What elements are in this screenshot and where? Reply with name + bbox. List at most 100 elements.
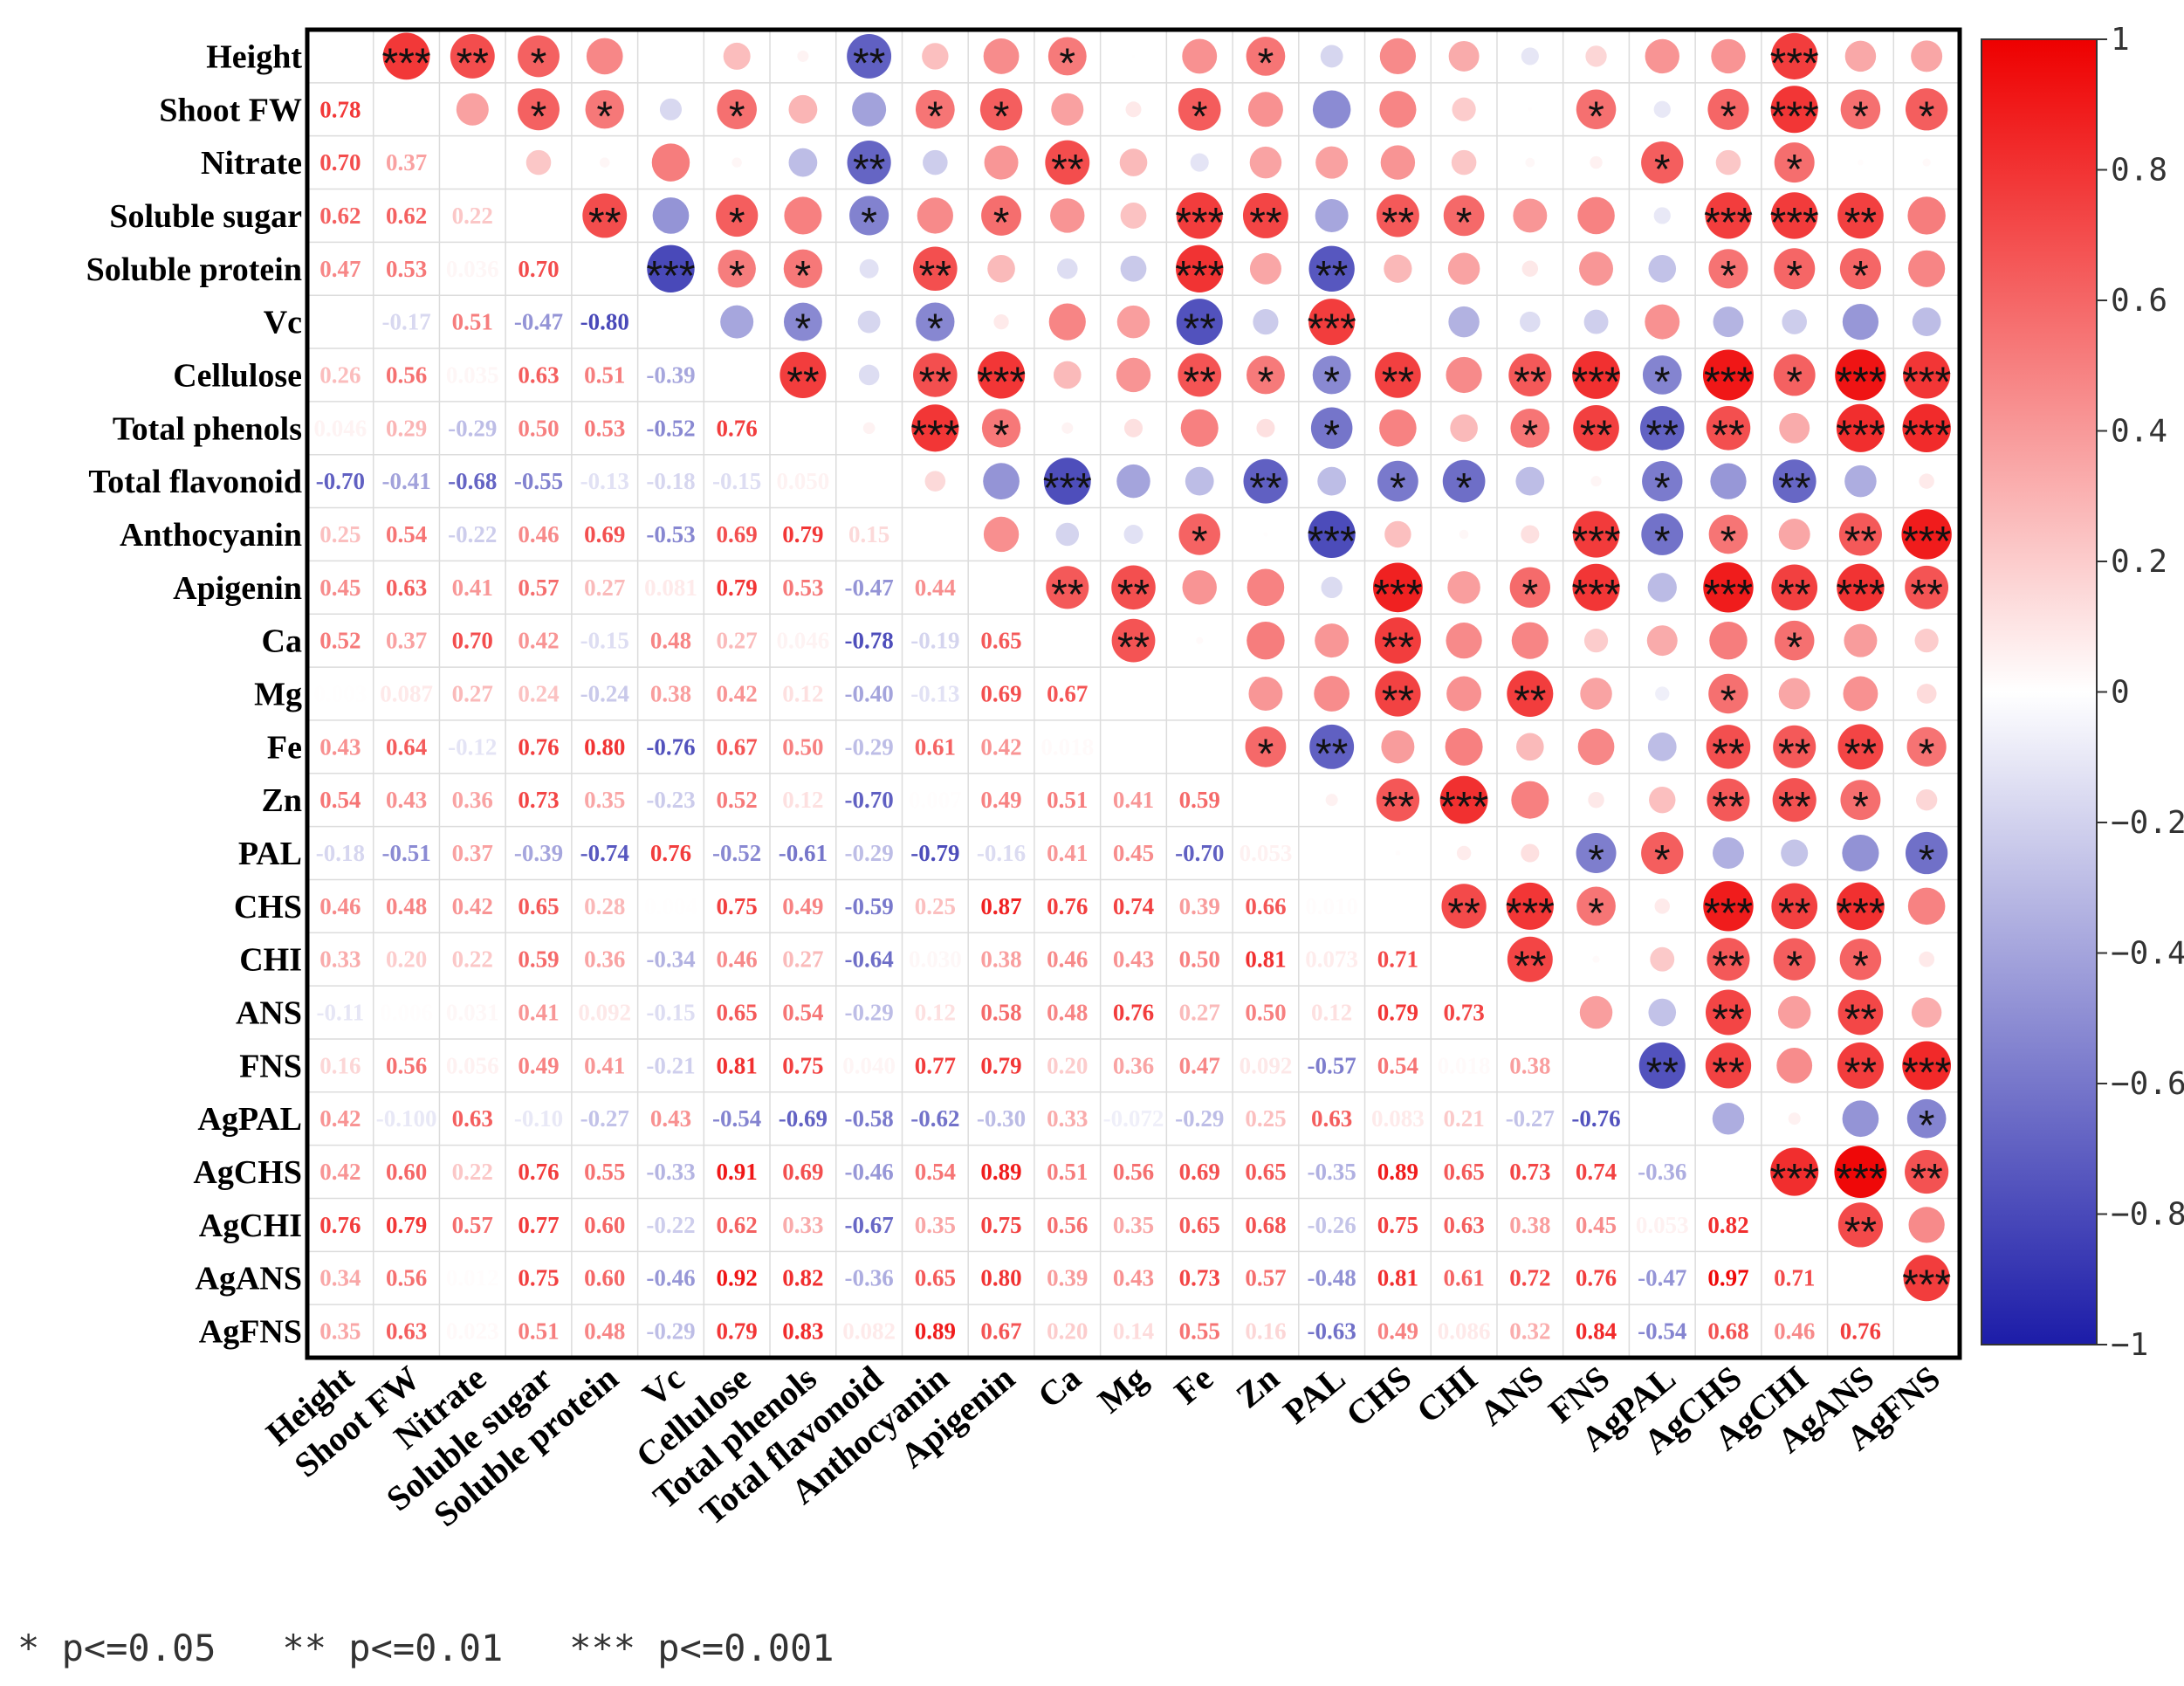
coef-agchs-fe: 0.69 [1179, 1159, 1220, 1185]
corr-circle-agchi-agans [1837, 1202, 1884, 1248]
sig-stars-soluble-sugar-agchs: *** [1704, 200, 1753, 246]
corr-circle-fe-ans [1516, 733, 1544, 761]
coef-agans-vc: -0.46 [646, 1265, 695, 1291]
coef-agpal-fe: -0.29 [1175, 1105, 1224, 1132]
coef-apigenin-nitrate: 0.41 [452, 575, 493, 601]
corr-circle-fe-zn [1245, 726, 1287, 767]
coef-apigenin-height: 0.45 [319, 575, 361, 601]
coef-chi-vc: -0.34 [646, 946, 695, 973]
corr-circle-anthocyanin-zn [1263, 532, 1268, 537]
coef-pal-ca: 0.41 [1047, 840, 1088, 866]
corr-circle-total-flavonoid-agfns [1919, 473, 1934, 489]
corr-circle-agchi-agfns [1908, 1207, 1945, 1243]
sig-stars-total-phenols-agpal: ** [1646, 412, 1679, 458]
sig-stars-apigenin-fns: *** [1572, 572, 1621, 618]
corr-circle-shoot-fw-agans [1840, 89, 1881, 130]
corr-circle-apigenin-fe [1182, 570, 1217, 605]
row-label-ca: Ca [262, 623, 302, 660]
coef-fns-ans: 0.38 [1509, 1052, 1550, 1078]
coef-fns-pal: -0.57 [1308, 1052, 1356, 1078]
sig-stars-cellulose-agfns: *** [1902, 359, 1951, 405]
corr-circle-apigenin-fns [1572, 563, 1620, 611]
coef-apigenin-anthocyanin: 0.44 [915, 575, 956, 601]
corr-circle-anthocyanin-apigenin [983, 516, 1020, 553]
coef-agans-zn: 0.57 [1245, 1265, 1286, 1291]
coef-agchi-fns: 0.45 [1576, 1212, 1617, 1238]
sig-stars-soluble-sugar-cellulose: * [729, 200, 745, 246]
corr-circle-mg-agans [1843, 676, 1878, 712]
corr-circle-ca-mg [1111, 618, 1156, 663]
coef-agchs-vc: -0.33 [646, 1159, 695, 1185]
coef-vc-soluble-protein: -0.80 [580, 309, 629, 335]
sig-stars-vc-total-phenols: * [795, 306, 812, 353]
coef-chs-anthocyanin: 0.25 [915, 893, 956, 919]
sig-stars-chs-agans: *** [1836, 891, 1885, 937]
sig-stars-cellulose-fns: *** [1572, 359, 1621, 405]
coef-chs-mg: 0.74 [1113, 893, 1154, 919]
corr-circle-fns-agpal [1638, 1042, 1686, 1089]
corr-circle-total-phenols-zn [1256, 418, 1275, 437]
coef-agchs-ca: 0.51 [1047, 1159, 1088, 1185]
corr-circle-total-phenols-fns [1573, 404, 1619, 451]
coef-chi-pal: 0.073 [1305, 946, 1358, 973]
corr-circle-apigenin-ca [1046, 566, 1089, 609]
coef-ca-height: 0.52 [319, 628, 361, 654]
corr-circle-apigenin-ans [1509, 567, 1550, 608]
corr-circle-soluble-sugar-pal [1315, 198, 1349, 232]
coef-cellulose-soluble-protein: 0.51 [584, 361, 625, 388]
corr-circle-cellulose-agchs [1702, 349, 1754, 401]
corr-circle-zn-agans [1840, 780, 1881, 821]
corr-circle-soluble-protein-mg [1120, 255, 1147, 282]
sig-stars-zn-chi: *** [1439, 784, 1488, 830]
sig-stars-cellulose-fe: ** [1184, 359, 1216, 405]
sig-stars-soluble-protein-total-phenols: * [795, 253, 812, 299]
corr-circle-shoot-fw-agchs [1707, 88, 1749, 130]
corr-circle-chs-agans [1837, 882, 1885, 931]
coef-zn-total-phenols: 0.12 [782, 787, 823, 813]
corr-circle-soluble-sugar-agchi [1771, 192, 1818, 239]
corr-circle-vc-total-phenols [783, 302, 822, 341]
corr-circle-total-phenols-anthocyanin [911, 404, 959, 452]
row-label-fns: FNS [239, 1048, 302, 1084]
corr-circle-height-agchs [1711, 38, 1746, 74]
coef-fns-vc: -0.21 [646, 1052, 695, 1078]
coef-pal-height: -0.18 [316, 840, 365, 866]
corr-circle-vc-agchs [1713, 306, 1744, 338]
coef-agchs-height: 0.42 [319, 1159, 361, 1185]
corr-circle-apigenin-agpal [1647, 573, 1677, 602]
sig-stars-fe-pal: ** [1315, 731, 1348, 777]
corr-circle-anthocyanin-agchi [1778, 518, 1810, 550]
coef-chi-zn: 0.81 [1245, 946, 1286, 973]
corr-circle-soluble-sugar-vc [652, 197, 690, 234]
coef-ca-cellulose: 0.27 [717, 628, 758, 654]
corr-circle-height-chi [1448, 40, 1480, 72]
sig-stars-vc-pal: *** [1308, 306, 1356, 353]
sig-stars-total-flavonoid-ca: *** [1043, 465, 1092, 512]
sig-stars-cellulose-pal: * [1323, 359, 1340, 405]
coef-shoot-fw-height: 0.78 [319, 96, 361, 122]
coef-mg-cellulose: 0.42 [717, 681, 758, 707]
corr-circle-agchs-agfns [1905, 1149, 1949, 1194]
corr-circle-nitrate-agfns [1922, 158, 1931, 167]
coef-mg-height: 0.003 [313, 681, 367, 707]
sig-stars-total-flavonoid-chi: * [1456, 465, 1473, 512]
sig-stars-total-phenols-agans: *** [1836, 412, 1885, 458]
coef-agchi-agchs: 0.82 [1707, 1212, 1748, 1238]
corr-circle-cellulose-ans [1508, 353, 1552, 396]
corr-circle-shoot-fw-agfns [1905, 88, 1948, 131]
corr-circle-fe-agchi [1773, 725, 1817, 768]
corr-circle-vc-mg [1116, 305, 1150, 339]
sig-stars-soluble-sugar-agans: ** [1844, 200, 1877, 246]
corr-circle-mg-chs [1375, 671, 1421, 717]
sig-stars-ans-agans: ** [1844, 997, 1877, 1043]
corr-circle-total-flavonoid-fe [1185, 466, 1214, 496]
coef-chs-shoot-fw: 0.48 [386, 893, 427, 919]
corr-circle-soluble-protein-cellulose [718, 250, 756, 288]
corr-circle-chs-ans [1506, 882, 1554, 930]
coef-chs-total-phenols: 0.49 [782, 893, 823, 919]
coef-soluble-sugar-height: 0.62 [319, 203, 361, 229]
corr-circle-fe-pal [1309, 724, 1355, 769]
corr-circle-cellulose-fe [1178, 353, 1222, 397]
corr-circle-soluble-sugar-fns [1577, 196, 1615, 235]
coef-ca-anthocyanin: -0.19 [910, 628, 959, 654]
